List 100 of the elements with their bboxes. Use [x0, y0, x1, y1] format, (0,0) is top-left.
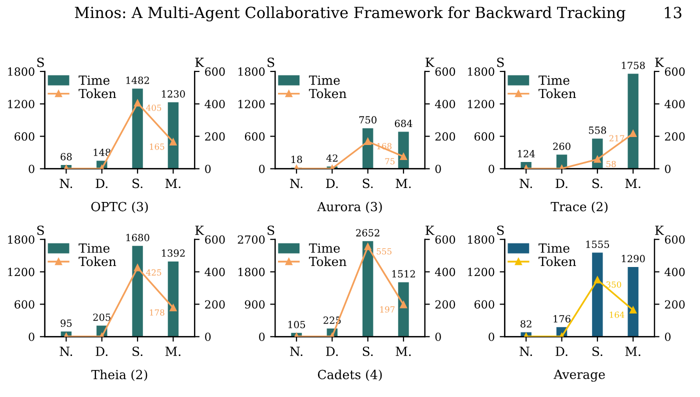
y2-tick-label: 0 [435, 164, 441, 174]
point [170, 304, 177, 312]
y2-tick-label: 400 [434, 268, 456, 276]
y2-axis-title: K [195, 226, 204, 235]
data-label: 555 [376, 248, 392, 255]
y2-tick-label: 400 [664, 100, 685, 108]
data-label: 260 [553, 142, 570, 150]
y-tick-label: 1200 [238, 100, 265, 108]
point [630, 130, 637, 138]
point [170, 138, 177, 146]
y-axis-title: S [37, 226, 44, 236]
x-tick-label: M. [625, 346, 640, 356]
bar [592, 252, 603, 337]
y2-tick-label: 400 [204, 268, 225, 276]
y-tick-label: 1800 [8, 235, 34, 244]
data-label: 684 [394, 120, 412, 128]
y-axis-title: S [268, 226, 274, 236]
y-tick-label: 600 [14, 132, 34, 141]
x-tick-label: N. [520, 346, 532, 356]
y-tick-label: 1200 [468, 268, 494, 276]
y-tick-label: 900 [244, 300, 265, 309]
x-tick-label: M. [165, 178, 180, 188]
y-tick-label: 0 [259, 164, 265, 174]
legend-label: Time [308, 76, 340, 85]
y-tick-label: 600 [474, 132, 494, 141]
data-label: 176 [554, 315, 570, 322]
y-axis-title: S [497, 58, 504, 68]
y2-tick-label: 600 [664, 235, 685, 244]
legend-label: Time [308, 243, 340, 253]
data-label: 1482 [126, 76, 149, 84]
data-label: 164 [610, 312, 624, 318]
x-tick-label: D. [96, 178, 108, 188]
x-tick-label: D. [96, 346, 108, 356]
data-label: 205 [93, 314, 110, 321]
x-tick-label: M. [625, 178, 640, 188]
bar [398, 282, 409, 337]
x-tick-label: N. [290, 346, 302, 356]
y-tick-label: 0 [488, 164, 494, 174]
y2-tick-label: 0 [664, 164, 671, 174]
y-tick-label: 600 [14, 300, 34, 309]
data-label: 42 [326, 154, 338, 162]
data-label: 58 [606, 160, 616, 168]
x-tick-label: S. [132, 178, 142, 188]
y-axis-title: S [37, 58, 44, 68]
legend-label: Token [308, 256, 346, 266]
point [594, 276, 601, 284]
y2-tick-label: 0 [205, 164, 211, 174]
y-tick-label: 1800 [8, 67, 34, 76]
y-axis-title: S [497, 226, 504, 236]
data-label: 82 [520, 320, 532, 328]
y2-tick-label: 0 [435, 332, 441, 342]
x-tick-label: N. [520, 178, 532, 188]
text: 13 [664, 6, 682, 18]
data-label: 1555 [586, 240, 610, 248]
y2-tick-label: 400 [664, 268, 685, 276]
bar [628, 74, 638, 169]
y2-tick-label: 600 [664, 67, 685, 76]
y2-axis-title: K [426, 58, 434, 67]
y2-tick-label: 200 [205, 132, 225, 141]
data-label: 217 [609, 135, 624, 142]
y2-axis-title: K [426, 226, 434, 235]
y-tick-label: 0 [28, 332, 34, 342]
data-label: 1758 [622, 62, 645, 70]
y-tick-label: 1800 [468, 235, 494, 244]
y2-tick-label: 200 [664, 300, 685, 309]
data-label: 124 [518, 150, 535, 158]
y2-tick-label: 0 [205, 332, 211, 342]
y-tick-label: 2700 [238, 235, 265, 244]
x-tick-label: N. [290, 178, 302, 188]
x-tick-label: S. [362, 178, 373, 188]
bar [628, 266, 638, 337]
data-label: 750 [359, 116, 376, 124]
data-label: 350 [606, 281, 622, 288]
data-label: 405 [146, 104, 162, 111]
x-axis-title: OPTC (3) [91, 202, 148, 214]
y-tick-label: 1800 [468, 67, 494, 76]
y2-tick-label: 600 [435, 235, 456, 244]
x-axis-title: Trace (2) [550, 202, 608, 214]
x-axis-title: Cadets (4) [318, 370, 382, 382]
data-label: 18 [292, 156, 302, 164]
y2-tick-label: 200 [435, 132, 456, 141]
data-label: 1512 [392, 270, 415, 278]
x-tick-label: N. [60, 178, 72, 188]
y2-tick-label: 400 [434, 100, 456, 108]
legend-label: Token [538, 88, 576, 98]
data-label: 1230 [162, 90, 185, 98]
bar [362, 241, 374, 337]
x-axis-title: Average [554, 370, 605, 382]
y-tick-label: 1200 [468, 100, 494, 108]
y-tick-label: 600 [474, 300, 494, 309]
bar [168, 102, 179, 169]
y2-axis-title: K [655, 58, 664, 67]
data-label: 68 [60, 153, 72, 160]
point [630, 306, 637, 314]
x-tick-label: D. [556, 178, 568, 188]
bar [132, 246, 143, 337]
data-label: 425 [146, 269, 162, 276]
bar [132, 88, 143, 169]
data-label: 558 [588, 126, 606, 134]
y-tick-label: 1800 [238, 268, 265, 276]
